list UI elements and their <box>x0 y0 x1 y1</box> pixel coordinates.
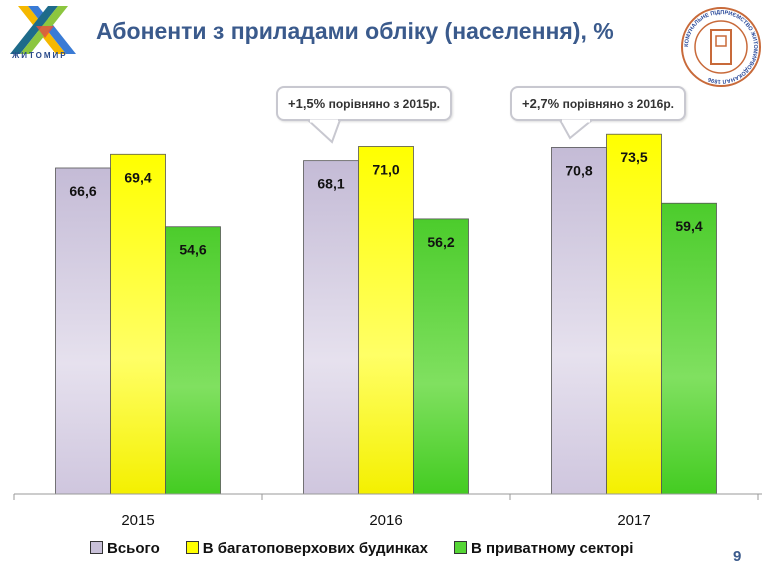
callout-value: +1,5% <box>288 96 326 111</box>
x-tick-label: 2016 <box>369 512 402 529</box>
data-label: 66,6 <box>69 183 96 199</box>
callout-text: порівняно з 2016р. <box>562 97 675 111</box>
callout-value: +2,7% <box>522 96 560 111</box>
x-tick-label: 2017 <box>617 512 650 529</box>
legend-swatch <box>185 541 199 554</box>
city-logo <box>10 6 80 66</box>
bar-2017-2 <box>606 133 662 495</box>
utility-logo: КОМУНАЛЬНЕ ПІДПРИЄМСТВО ЖИТОМИРВОДОКАНАЛ… <box>680 6 762 88</box>
x-tick-label: 2015 <box>121 512 154 529</box>
bar-2016-1 <box>303 160 359 495</box>
bar-2017-3 <box>661 202 717 495</box>
legend-label: Всього <box>107 540 160 557</box>
data-label: 56,2 <box>427 234 454 250</box>
callout-2017: +2,7% порівняно з 2016р. <box>510 86 687 121</box>
bar-2015-1 <box>55 167 111 495</box>
data-label: 70,8 <box>565 162 592 178</box>
bar-2015-3 <box>165 226 221 495</box>
data-label: 59,4 <box>675 218 702 234</box>
legend-label: В багатоповерхових будинках <box>202 540 428 557</box>
legend-item-total: Всього <box>90 540 160 557</box>
page-number: 9 <box>733 548 742 565</box>
legend-item-private: В приватному секторі <box>453 540 634 557</box>
callout-2016: +1,5% порівняно з 2015р. <box>276 86 453 121</box>
page-title: Абоненти з приладами обліку (населення),… <box>96 18 614 44</box>
legend-label: В приватному секторі <box>470 540 634 557</box>
bar-2017-1 <box>551 147 607 495</box>
legend: Всього В багатоповерхових будинках В при… <box>90 540 633 557</box>
bar-2015-2 <box>110 153 166 495</box>
bar-2016-3 <box>413 218 469 495</box>
data-label: 69,4 <box>124 169 151 185</box>
data-label: 54,6 <box>179 242 206 258</box>
legend-item-multi: В багатоповерхових будинках <box>185 540 428 557</box>
data-label: 73,5 <box>620 149 647 165</box>
legend-swatch <box>453 541 467 554</box>
legend-swatch <box>90 541 103 554</box>
data-label: 71,0 <box>372 161 399 177</box>
callout-text: порівняно з 2015р. <box>328 97 441 111</box>
bar-2016-2 <box>358 146 414 495</box>
city-logo-text: ЖИТОМИР <box>12 51 68 60</box>
data-label: 68,1 <box>317 176 344 192</box>
